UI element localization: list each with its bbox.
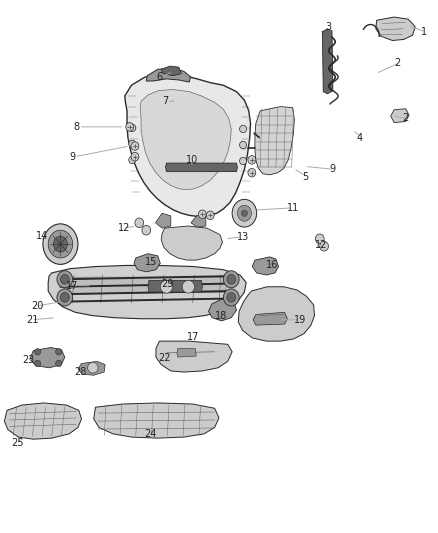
- Ellipse shape: [240, 125, 247, 133]
- Text: 28: 28: [74, 367, 87, 377]
- Polygon shape: [253, 312, 287, 325]
- Ellipse shape: [131, 152, 139, 161]
- Ellipse shape: [43, 224, 78, 264]
- Ellipse shape: [223, 289, 239, 306]
- Polygon shape: [376, 17, 415, 41]
- Ellipse shape: [160, 280, 173, 293]
- Polygon shape: [255, 107, 294, 175]
- Text: 29: 29: [161, 279, 173, 288]
- Polygon shape: [64, 277, 228, 294]
- Text: 12: 12: [314, 240, 327, 250]
- Text: 2: 2: [394, 58, 400, 68]
- Ellipse shape: [60, 274, 69, 284]
- Ellipse shape: [129, 140, 136, 148]
- Text: 16: 16: [266, 261, 279, 270]
- Polygon shape: [94, 403, 219, 438]
- Polygon shape: [191, 215, 206, 227]
- Ellipse shape: [227, 293, 236, 302]
- Text: 18: 18: [215, 311, 227, 320]
- Polygon shape: [134, 254, 160, 272]
- Polygon shape: [125, 74, 251, 216]
- Ellipse shape: [129, 156, 136, 164]
- Text: 6: 6: [157, 72, 163, 82]
- Text: 23: 23: [22, 356, 34, 365]
- Ellipse shape: [320, 241, 328, 251]
- Ellipse shape: [142, 225, 151, 235]
- Text: 3: 3: [325, 22, 331, 31]
- Text: 10: 10: [186, 155, 198, 165]
- Text: 4: 4: [357, 133, 363, 142]
- Text: 12: 12: [118, 223, 131, 233]
- Ellipse shape: [248, 156, 256, 164]
- Ellipse shape: [237, 205, 251, 221]
- Polygon shape: [322, 29, 333, 94]
- Text: 7: 7: [162, 96, 168, 106]
- Ellipse shape: [131, 142, 139, 150]
- Polygon shape: [140, 90, 231, 190]
- Text: 9: 9: [69, 152, 75, 161]
- Ellipse shape: [227, 274, 236, 284]
- Polygon shape: [208, 298, 237, 321]
- Text: 17: 17: [66, 281, 78, 290]
- Polygon shape: [78, 361, 105, 375]
- Text: 19: 19: [294, 315, 307, 325]
- Polygon shape: [146, 68, 191, 82]
- Text: 9: 9: [329, 165, 336, 174]
- Ellipse shape: [182, 280, 194, 293]
- Polygon shape: [238, 287, 314, 341]
- Ellipse shape: [57, 271, 73, 288]
- Ellipse shape: [198, 210, 206, 219]
- Polygon shape: [161, 226, 223, 260]
- Ellipse shape: [48, 230, 73, 258]
- Ellipse shape: [223, 271, 239, 288]
- Ellipse shape: [56, 360, 62, 367]
- Text: 17: 17: [187, 332, 199, 342]
- Ellipse shape: [57, 289, 73, 306]
- Text: 1: 1: [420, 27, 427, 37]
- Ellipse shape: [126, 123, 134, 131]
- Ellipse shape: [129, 124, 136, 132]
- Polygon shape: [48, 265, 246, 319]
- Polygon shape: [391, 109, 409, 123]
- Text: 8: 8: [74, 122, 80, 132]
- Ellipse shape: [240, 141, 247, 149]
- Ellipse shape: [35, 360, 41, 367]
- Text: 5: 5: [302, 172, 308, 182]
- Text: 22: 22: [159, 353, 171, 363]
- Text: 2: 2: [402, 114, 408, 123]
- Text: 13: 13: [237, 232, 250, 241]
- Ellipse shape: [56, 349, 62, 355]
- Text: 11: 11: [287, 203, 300, 213]
- Polygon shape: [161, 66, 181, 76]
- Text: 14: 14: [36, 231, 48, 240]
- Ellipse shape: [53, 236, 67, 252]
- Ellipse shape: [248, 168, 256, 177]
- Ellipse shape: [240, 157, 247, 165]
- Polygon shape: [177, 349, 196, 357]
- Ellipse shape: [135, 218, 144, 228]
- Text: 15: 15: [145, 257, 158, 267]
- Ellipse shape: [35, 349, 41, 355]
- Text: 24: 24: [145, 429, 157, 439]
- Ellipse shape: [60, 293, 69, 302]
- Polygon shape: [30, 348, 65, 368]
- Polygon shape: [155, 213, 171, 228]
- Text: 21: 21: [26, 315, 39, 325]
- Text: 25: 25: [11, 439, 24, 448]
- Text: 20: 20: [32, 301, 44, 311]
- Polygon shape: [166, 163, 237, 172]
- Polygon shape: [4, 403, 81, 439]
- Polygon shape: [156, 341, 232, 372]
- Ellipse shape: [206, 211, 214, 220]
- Polygon shape: [148, 280, 202, 292]
- Ellipse shape: [88, 362, 98, 373]
- Ellipse shape: [232, 199, 257, 227]
- Ellipse shape: [241, 210, 247, 216]
- Ellipse shape: [315, 234, 324, 244]
- Polygon shape: [252, 257, 279, 275]
